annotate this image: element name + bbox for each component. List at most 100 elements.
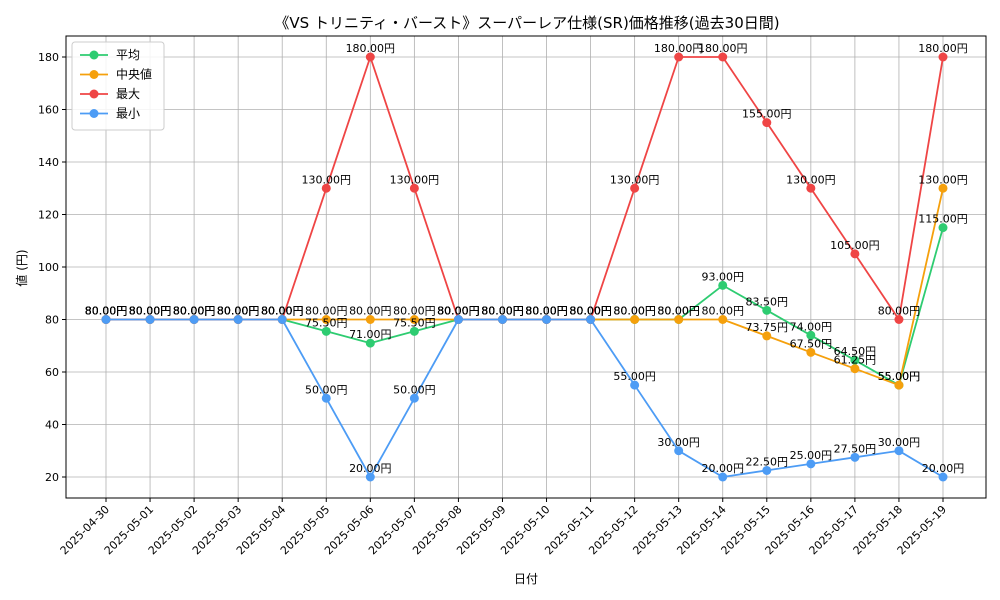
y-tick-label: 160 — [38, 104, 59, 117]
series-layer — [101, 52, 948, 482]
data-label: 20.00円 — [922, 462, 965, 475]
data-point — [365, 315, 375, 324]
data-label: 80.00円 — [85, 305, 128, 318]
y-tick-label: 100 — [38, 261, 59, 274]
data-point — [938, 223, 948, 233]
data-point — [321, 315, 331, 324]
y-tick-label: 180 — [38, 51, 59, 64]
data-label: 80.00円 — [217, 305, 260, 318]
data-point — [497, 315, 507, 324]
y-axis-label: 値 (円) — [14, 249, 29, 286]
data-point — [718, 472, 728, 482]
data-label: 80.00円 — [569, 305, 612, 318]
data-label: 61.25円 — [834, 354, 877, 367]
legend-swatch-marker — [89, 89, 99, 99]
data-label-layer: 80.00円 80.00円 80.00円 80.00円 80.00円75.50円71.0… — [85, 42, 968, 475]
legend-swatch-marker — [89, 109, 99, 118]
data-label: 80.00円 — [217, 305, 260, 318]
legend-label: 最小 — [116, 107, 140, 121]
data-label: 80.00円 — [129, 305, 172, 318]
data-label: 180.00円 — [698, 42, 748, 55]
y-tick-label: 60 — [45, 366, 59, 379]
data-label: 155.00円 — [742, 108, 792, 121]
data-point — [630, 183, 640, 193]
data-point — [806, 330, 816, 340]
data-point — [894, 315, 904, 324]
data-point — [542, 315, 552, 324]
y-tick-label: 40 — [45, 419, 59, 432]
data-label: 80.00円 — [305, 305, 348, 318]
series-line — [106, 188, 944, 387]
data-point — [453, 315, 463, 324]
legend-swatch-marker — [89, 50, 99, 60]
data-label: 115.00円 — [918, 213, 968, 226]
data-label: 130.00円 — [610, 173, 660, 186]
data-point — [850, 452, 860, 462]
data-label: 75.50円 — [305, 316, 348, 329]
data-label: 80.00円 — [701, 305, 744, 318]
data-label: 80.00円 — [349, 305, 392, 318]
y-axis-ticks: 20 40 60 80 100 120 140 160 180 — [38, 51, 66, 484]
data-label: 80.00円 — [173, 305, 216, 318]
data-label: 130.00円 — [918, 173, 968, 186]
data-point — [674, 52, 684, 62]
data-label: 20.00円 — [349, 462, 392, 475]
data-point — [233, 315, 243, 324]
data-label: 80.00円 — [525, 305, 568, 318]
data-point — [674, 446, 684, 456]
data-label: 80.00円 — [569, 305, 612, 318]
data-point — [938, 183, 948, 193]
data-label: 80.00円 — [261, 305, 304, 318]
y-tick-label: 140 — [38, 156, 59, 169]
data-point — [321, 326, 331, 336]
data-point — [365, 52, 375, 62]
data-point — [894, 380, 904, 390]
data-point — [409, 393, 419, 403]
data-point — [806, 459, 816, 469]
data-label: 55.00円 — [878, 370, 921, 383]
data-label: 80.00円 — [613, 305, 656, 318]
data-label: 80.00円 — [437, 305, 480, 318]
data-label: 130.00円 — [786, 173, 836, 186]
data-point — [321, 393, 331, 403]
data-label: 80.00円 — [217, 305, 260, 318]
data-label: 20.00円 — [701, 462, 744, 475]
x-axis-ticks: 2025-04-302025-05-012025-05-022025-05-03… — [58, 498, 949, 557]
data-label: 180.00円 — [346, 42, 396, 55]
data-point — [938, 472, 948, 482]
data-label: 25.00円 — [790, 449, 833, 462]
data-label: 80.00円 — [261, 305, 304, 318]
legend-box — [71, 41, 165, 131]
data-label: 22.50円 — [746, 455, 789, 468]
data-label: 50.00円 — [305, 383, 348, 396]
legend-swatch-marker — [89, 70, 99, 79]
data-label: 83.50円 — [746, 295, 789, 308]
data-label: 130.00円 — [390, 173, 440, 186]
data-label: 105.00円 — [830, 239, 880, 252]
data-label: 80.00円 — [129, 305, 172, 318]
data-label: 80.00円 — [173, 305, 216, 318]
data-point — [365, 338, 375, 348]
data-point — [762, 118, 772, 128]
y-tick-label: 80 — [45, 314, 59, 327]
grid-layer — [66, 36, 986, 498]
data-label: 50.00円 — [393, 383, 436, 396]
data-label: 80.00円 — [481, 305, 524, 318]
x-axis-label: 日付 — [514, 572, 538, 586]
data-point — [762, 465, 772, 475]
data-label: 55.00円 — [613, 370, 656, 383]
data-point — [674, 315, 684, 324]
data-point — [630, 315, 640, 324]
data-label: 80.00円 — [173, 305, 216, 318]
data-label: 80.00円 — [569, 305, 612, 318]
series-line — [106, 318, 944, 478]
data-label: 80.00円 — [261, 305, 304, 318]
data-label: 64.50円 — [834, 345, 877, 358]
data-point — [806, 183, 816, 193]
data-label: 80.00円 — [657, 305, 700, 318]
data-label: 73.75円 — [746, 321, 789, 334]
data-label: 80.00円 — [613, 305, 656, 318]
data-point — [409, 326, 419, 336]
data-label: 80.00円 — [393, 305, 436, 318]
